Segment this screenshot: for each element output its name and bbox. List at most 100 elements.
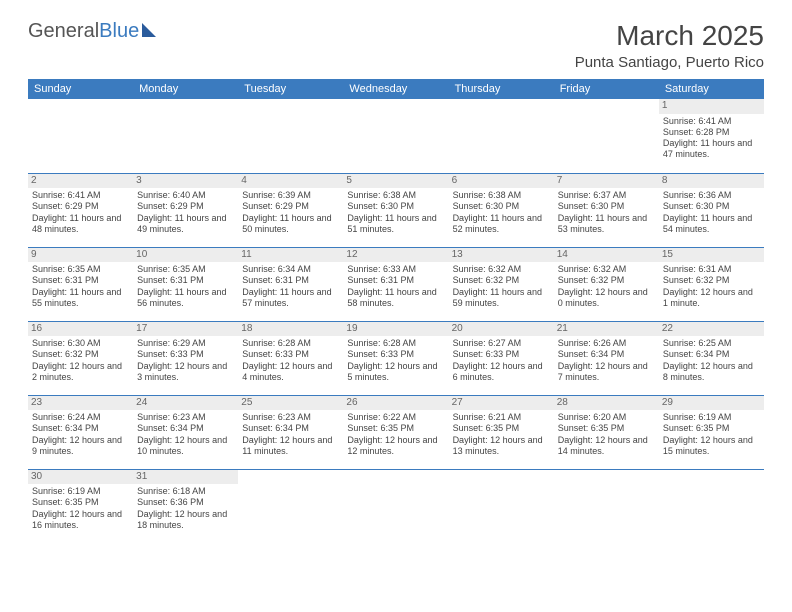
day-cell: 8Sunrise: 6:36 AMSunset: 6:30 PMDaylight… [659, 173, 764, 247]
sunrise: Sunrise: 6:35 AM [137, 264, 234, 275]
logo-sail-icon [142, 23, 156, 37]
day-cell [343, 469, 448, 543]
day-info: Sunrise: 6:18 AMSunset: 6:36 PMDaylight:… [137, 486, 234, 531]
daylight: Daylight: 12 hours and 14 minutes. [558, 435, 655, 458]
day-cell: 7Sunrise: 6:37 AMSunset: 6:30 PMDaylight… [554, 173, 659, 247]
sunrise: Sunrise: 6:23 AM [242, 412, 339, 423]
sunset: Sunset: 6:30 PM [347, 201, 444, 212]
day-cell: 12Sunrise: 6:33 AMSunset: 6:31 PMDayligh… [343, 247, 448, 321]
logo: GeneralBlue [28, 20, 156, 43]
sunrise: Sunrise: 6:28 AM [347, 338, 444, 349]
day-cell: 1Sunrise: 6:41 AMSunset: 6:28 PMDaylight… [659, 99, 764, 173]
daylight: Daylight: 11 hours and 49 minutes. [137, 213, 234, 236]
sunset: Sunset: 6:33 PM [347, 349, 444, 360]
day-cell [28, 99, 133, 173]
col-tuesday: Tuesday [238, 79, 343, 99]
week-row: 2Sunrise: 6:41 AMSunset: 6:29 PMDaylight… [28, 173, 764, 247]
daylight: Daylight: 11 hours and 51 minutes. [347, 213, 444, 236]
col-monday: Monday [133, 79, 238, 99]
day-cell: 4Sunrise: 6:39 AMSunset: 6:29 PMDaylight… [238, 173, 343, 247]
day-info: Sunrise: 6:26 AMSunset: 6:34 PMDaylight:… [558, 338, 655, 383]
day-cell: 25Sunrise: 6:23 AMSunset: 6:34 PMDayligh… [238, 395, 343, 469]
day-cell [238, 99, 343, 173]
sunset: Sunset: 6:35 PM [558, 423, 655, 434]
day-number: 29 [659, 396, 764, 411]
day-cell: 29Sunrise: 6:19 AMSunset: 6:35 PMDayligh… [659, 395, 764, 469]
sunset: Sunset: 6:31 PM [32, 275, 129, 286]
day-cell: 13Sunrise: 6:32 AMSunset: 6:32 PMDayligh… [449, 247, 554, 321]
daylight: Daylight: 12 hours and 0 minutes. [558, 287, 655, 310]
day-number: 15 [659, 248, 764, 263]
col-saturday: Saturday [659, 79, 764, 99]
day-cell [238, 469, 343, 543]
col-wednesday: Wednesday [343, 79, 448, 99]
sunrise: Sunrise: 6:30 AM [32, 338, 129, 349]
day-number: 25 [238, 396, 343, 411]
sunrise: Sunrise: 6:29 AM [137, 338, 234, 349]
day-info: Sunrise: 6:39 AMSunset: 6:29 PMDaylight:… [242, 190, 339, 235]
sunrise: Sunrise: 6:39 AM [242, 190, 339, 201]
day-info: Sunrise: 6:21 AMSunset: 6:35 PMDaylight:… [453, 412, 550, 457]
day-info: Sunrise: 6:19 AMSunset: 6:35 PMDaylight:… [32, 486, 129, 531]
day-cell: 9Sunrise: 6:35 AMSunset: 6:31 PMDaylight… [28, 247, 133, 321]
col-thursday: Thursday [449, 79, 554, 99]
sunrise: Sunrise: 6:19 AM [32, 486, 129, 497]
daylight: Daylight: 11 hours and 50 minutes. [242, 213, 339, 236]
day-number: 19 [343, 322, 448, 337]
sunset: Sunset: 6:35 PM [453, 423, 550, 434]
day-cell: 17Sunrise: 6:29 AMSunset: 6:33 PMDayligh… [133, 321, 238, 395]
sunrise: Sunrise: 6:41 AM [663, 116, 760, 127]
day-number: 6 [449, 174, 554, 189]
day-cell [133, 99, 238, 173]
sunset: Sunset: 6:29 PM [137, 201, 234, 212]
day-number: 14 [554, 248, 659, 263]
day-number: 24 [133, 396, 238, 411]
day-cell: 26Sunrise: 6:22 AMSunset: 6:35 PMDayligh… [343, 395, 448, 469]
day-cell: 31Sunrise: 6:18 AMSunset: 6:36 PMDayligh… [133, 469, 238, 543]
day-info: Sunrise: 6:40 AMSunset: 6:29 PMDaylight:… [137, 190, 234, 235]
day-cell: 14Sunrise: 6:32 AMSunset: 6:32 PMDayligh… [554, 247, 659, 321]
sunrise: Sunrise: 6:28 AM [242, 338, 339, 349]
day-info: Sunrise: 6:37 AMSunset: 6:30 PMDaylight:… [558, 190, 655, 235]
day-cell: 30Sunrise: 6:19 AMSunset: 6:35 PMDayligh… [28, 469, 133, 543]
location: Punta Santiago, Puerto Rico [575, 54, 764, 71]
daylight: Daylight: 11 hours and 57 minutes. [242, 287, 339, 310]
daylight: Daylight: 11 hours and 53 minutes. [558, 213, 655, 236]
day-number: 8 [659, 174, 764, 189]
day-cell: 24Sunrise: 6:23 AMSunset: 6:34 PMDayligh… [133, 395, 238, 469]
day-info: Sunrise: 6:23 AMSunset: 6:34 PMDaylight:… [137, 412, 234, 457]
daylight: Daylight: 12 hours and 10 minutes. [137, 435, 234, 458]
daylight: Daylight: 12 hours and 11 minutes. [242, 435, 339, 458]
daylight: Daylight: 12 hours and 15 minutes. [663, 435, 760, 458]
sunset: Sunset: 6:30 PM [663, 201, 760, 212]
day-cell [449, 99, 554, 173]
day-cell: 20Sunrise: 6:27 AMSunset: 6:33 PMDayligh… [449, 321, 554, 395]
day-number: 4 [238, 174, 343, 189]
sunrise: Sunrise: 6:33 AM [347, 264, 444, 275]
sunrise: Sunrise: 6:41 AM [32, 190, 129, 201]
day-cell: 10Sunrise: 6:35 AMSunset: 6:31 PMDayligh… [133, 247, 238, 321]
day-number: 16 [28, 322, 133, 337]
day-info: Sunrise: 6:22 AMSunset: 6:35 PMDaylight:… [347, 412, 444, 457]
day-cell: 21Sunrise: 6:26 AMSunset: 6:34 PMDayligh… [554, 321, 659, 395]
logo-text-2: Blue [99, 20, 139, 43]
daylight: Daylight: 12 hours and 13 minutes. [453, 435, 550, 458]
day-info: Sunrise: 6:32 AMSunset: 6:32 PMDaylight:… [453, 264, 550, 309]
sunset: Sunset: 6:30 PM [453, 201, 550, 212]
day-info: Sunrise: 6:41 AMSunset: 6:29 PMDaylight:… [32, 190, 129, 235]
day-cell: 18Sunrise: 6:28 AMSunset: 6:33 PMDayligh… [238, 321, 343, 395]
sunset: Sunset: 6:31 PM [137, 275, 234, 286]
sunrise: Sunrise: 6:18 AM [137, 486, 234, 497]
day-info: Sunrise: 6:27 AMSunset: 6:33 PMDaylight:… [453, 338, 550, 383]
day-cell: 22Sunrise: 6:25 AMSunset: 6:34 PMDayligh… [659, 321, 764, 395]
sunset: Sunset: 6:34 PM [663, 349, 760, 360]
day-number: 5 [343, 174, 448, 189]
day-number: 17 [133, 322, 238, 337]
sunrise: Sunrise: 6:31 AM [663, 264, 760, 275]
day-cell: 27Sunrise: 6:21 AMSunset: 6:35 PMDayligh… [449, 395, 554, 469]
day-cell: 28Sunrise: 6:20 AMSunset: 6:35 PMDayligh… [554, 395, 659, 469]
day-info: Sunrise: 6:20 AMSunset: 6:35 PMDaylight:… [558, 412, 655, 457]
sunset: Sunset: 6:33 PM [453, 349, 550, 360]
day-number: 20 [449, 322, 554, 337]
col-sunday: Sunday [28, 79, 133, 99]
